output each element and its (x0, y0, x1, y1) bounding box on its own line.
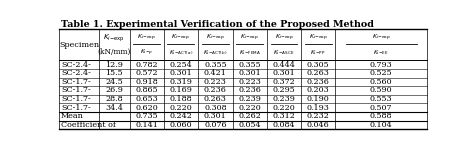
Text: 0.572: 0.572 (136, 69, 158, 77)
Text: SC-1.7-: SC-1.7- (61, 86, 91, 94)
Text: 28.8: 28.8 (106, 95, 123, 103)
Text: 0.254: 0.254 (170, 61, 192, 69)
Text: SC-1.7-: SC-1.7- (61, 95, 91, 103)
Text: SC-1.7-: SC-1.7- (61, 104, 91, 112)
Text: $K_{i\mathrm{-ASCE}}$: $K_{i\mathrm{-ASCE}}$ (273, 48, 295, 57)
Text: 0.588: 0.588 (370, 112, 392, 120)
Text: 0.046: 0.046 (307, 121, 329, 129)
Text: SC-2.4-: SC-2.4- (61, 69, 91, 77)
Text: 0.590: 0.590 (370, 86, 392, 94)
Text: 0.918: 0.918 (135, 78, 158, 86)
Text: 26.9: 26.9 (105, 86, 123, 94)
Text: 0.220: 0.220 (273, 104, 295, 112)
Text: 0.782: 0.782 (136, 61, 158, 69)
Text: $K_{i\mathrm{-}p}$: $K_{i\mathrm{-}p}$ (140, 48, 153, 58)
Text: 0.308: 0.308 (204, 104, 227, 112)
Text: 0.236: 0.236 (307, 78, 330, 86)
Text: 0.305: 0.305 (307, 61, 329, 69)
Text: 0.084: 0.084 (273, 121, 295, 129)
Text: 0.793: 0.793 (370, 61, 392, 69)
Text: 0.735: 0.735 (136, 112, 158, 120)
Text: $K_{i\mathrm{-FEMA}}$: $K_{i\mathrm{-FEMA}}$ (239, 48, 261, 57)
Text: Table 1. Experimental Verification of the Proposed Method: Table 1. Experimental Verification of th… (61, 20, 374, 29)
Text: 0.262: 0.262 (238, 112, 261, 120)
Text: 15.5: 15.5 (106, 69, 123, 77)
Text: 0.301: 0.301 (204, 112, 227, 120)
Text: 0.193: 0.193 (307, 104, 330, 112)
Text: $K_{i\mathrm{-exp}}$: $K_{i\mathrm{-exp}}$ (274, 33, 293, 43)
Text: SC-1.7-: SC-1.7- (61, 78, 91, 86)
Text: 0.620: 0.620 (135, 104, 158, 112)
Text: 0.355: 0.355 (238, 61, 261, 69)
Text: $K_{i\mathrm{-exp}}$: $K_{i\mathrm{-exp}}$ (206, 33, 225, 43)
Text: $K_{i\mathrm{-PP}}$: $K_{i\mathrm{-PP}}$ (310, 48, 326, 57)
Text: 0.560: 0.560 (370, 78, 392, 86)
Text: 0.223: 0.223 (238, 78, 261, 86)
Text: $K_{i\mathrm{-exp}}$: $K_{i\mathrm{-exp}}$ (137, 33, 156, 43)
Text: 0.301: 0.301 (273, 69, 295, 77)
Text: 0.239: 0.239 (238, 95, 261, 103)
Text: 0.236: 0.236 (238, 86, 261, 94)
Text: 0.223: 0.223 (204, 78, 227, 86)
Text: 0.263: 0.263 (204, 95, 227, 103)
Text: 0.421: 0.421 (204, 69, 227, 77)
Text: 24.5: 24.5 (106, 78, 123, 86)
Text: 0.060: 0.060 (170, 121, 192, 129)
Text: $K_{i\mathrm{-EE}}$: $K_{i\mathrm{-EE}}$ (373, 48, 389, 57)
Text: 0.239: 0.239 (273, 95, 295, 103)
Text: 0.653: 0.653 (135, 95, 158, 103)
Text: 0.054: 0.054 (238, 121, 261, 129)
Text: 34.4: 34.4 (105, 104, 123, 112)
Text: 0.242: 0.242 (169, 112, 192, 120)
Text: 0.295: 0.295 (273, 86, 295, 94)
Text: Specimen: Specimen (59, 41, 99, 49)
Text: $K_{i\mathrm{-exp}}$: $K_{i\mathrm{-exp}}$ (240, 33, 259, 43)
Text: $K_{i\mathrm{-ACT}(a)}$: $K_{i\mathrm{-ACT}(a)}$ (169, 49, 193, 57)
Text: 0.076: 0.076 (204, 121, 227, 129)
Text: 0.190: 0.190 (307, 95, 329, 103)
Text: 0.169: 0.169 (169, 86, 192, 94)
Text: 0.203: 0.203 (307, 86, 329, 94)
Text: Mean: Mean (61, 112, 84, 120)
Text: 0.553: 0.553 (370, 95, 392, 103)
Text: 0.220: 0.220 (170, 104, 192, 112)
Text: 0.319: 0.319 (169, 78, 192, 86)
Text: 0.232: 0.232 (307, 112, 330, 120)
Text: $K_{i\mathrm{-exp}}$: $K_{i\mathrm{-exp}}$ (171, 33, 191, 43)
Text: 0.525: 0.525 (370, 69, 392, 77)
Text: SC-2.4-: SC-2.4- (61, 61, 91, 69)
Text: 0.444: 0.444 (273, 61, 295, 69)
Text: (kN/mm): (kN/mm) (98, 48, 131, 56)
Text: 0.355: 0.355 (204, 61, 227, 69)
Text: 0.301: 0.301 (238, 69, 261, 77)
Text: Coefficient of: Coefficient of (61, 121, 116, 129)
Text: $K_{i\mathrm{-exp}}$: $K_{i\mathrm{-exp}}$ (372, 33, 391, 43)
Text: 0.301: 0.301 (170, 69, 192, 77)
Text: 12.9: 12.9 (105, 61, 123, 69)
Text: 0.263: 0.263 (307, 69, 330, 77)
Text: 0.372: 0.372 (273, 78, 295, 86)
Text: $K_{i\mathrm{-exp}}$: $K_{i\mathrm{-exp}}$ (309, 33, 328, 43)
Text: $K_{i\mathrm{-exp}}$: $K_{i\mathrm{-exp}}$ (103, 32, 125, 44)
Text: $K_{i\mathrm{-ACT}(b)}$: $K_{i\mathrm{-ACT}(b)}$ (203, 49, 228, 57)
Text: 0.104: 0.104 (370, 121, 392, 129)
Text: 0.188: 0.188 (170, 95, 192, 103)
Text: 0.312: 0.312 (273, 112, 295, 120)
Text: 0.236: 0.236 (204, 86, 227, 94)
Text: 0.865: 0.865 (136, 86, 158, 94)
Text: 0.220: 0.220 (238, 104, 261, 112)
Text: 0.141: 0.141 (135, 121, 158, 129)
Text: 0.507: 0.507 (370, 104, 392, 112)
